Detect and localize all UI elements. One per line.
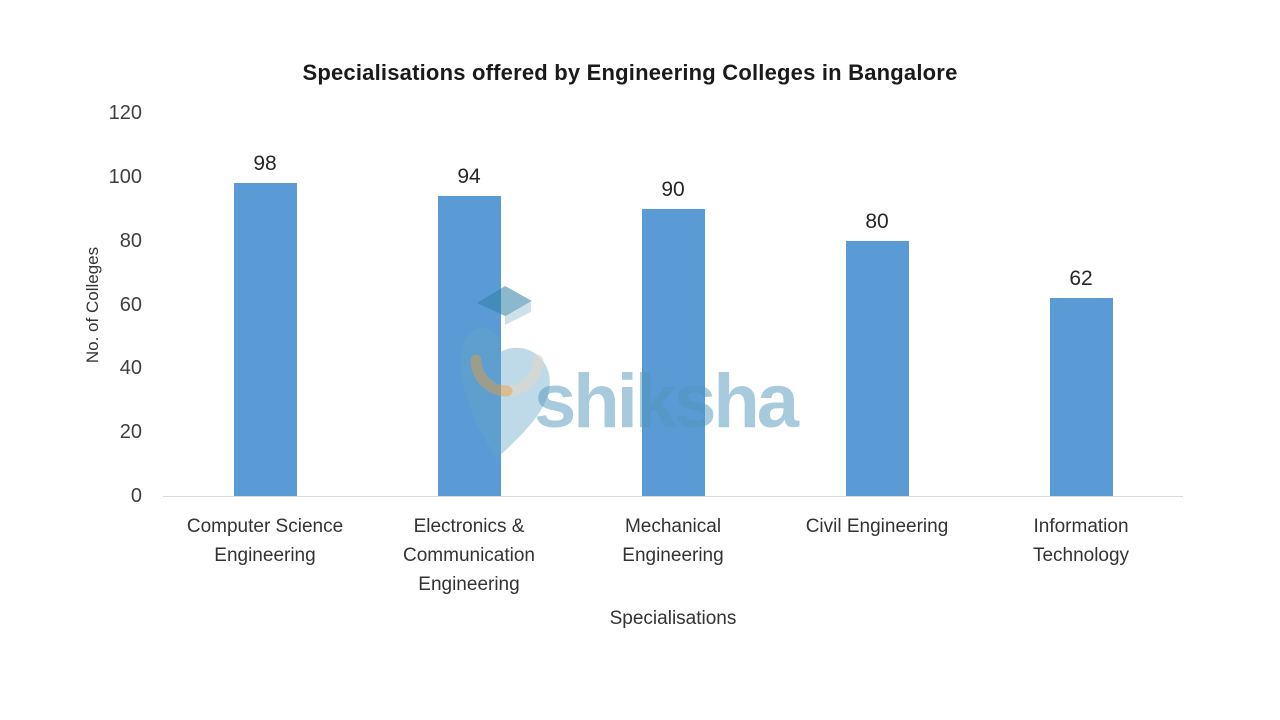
data-label: 98 (253, 152, 277, 176)
bar-mechanical-engineering (641, 208, 705, 496)
x-axis-title: Specialisations (609, 608, 737, 629)
y-tick-label-20: 20 (119, 421, 142, 444)
category-label: Civil Engineering (805, 516, 949, 537)
y-tick-label-120: 120 (108, 102, 142, 124)
category-label: Information Technology (1032, 516, 1130, 566)
y-tick-label-100: 100 (108, 165, 142, 188)
y-tick-label-0: 0 (130, 485, 142, 507)
bar-information-technology (1049, 298, 1113, 496)
chart-title: Specialisations offered by Engineering C… (302, 60, 958, 85)
bar-electronics-communication-engineering (437, 195, 501, 496)
bar-civil-engineering (845, 240, 909, 496)
bar-computer-science-engineering (233, 183, 297, 496)
category-label: Mechanical Engineering (622, 516, 724, 566)
y-tick-label-40: 40 (119, 357, 142, 380)
category-label: Computer Science Engineering (186, 516, 344, 566)
data-label: 62 (1069, 267, 1093, 291)
data-label: 94 (457, 164, 481, 188)
data-label: 90 (661, 177, 685, 201)
x-axis-line (163, 496, 1183, 497)
y-tick-label-60: 60 (119, 293, 142, 316)
data-label: 80 (865, 209, 889, 233)
category-label: Electronics & Communication Engineering (403, 516, 535, 595)
y-tick-label-80: 80 (119, 229, 142, 252)
